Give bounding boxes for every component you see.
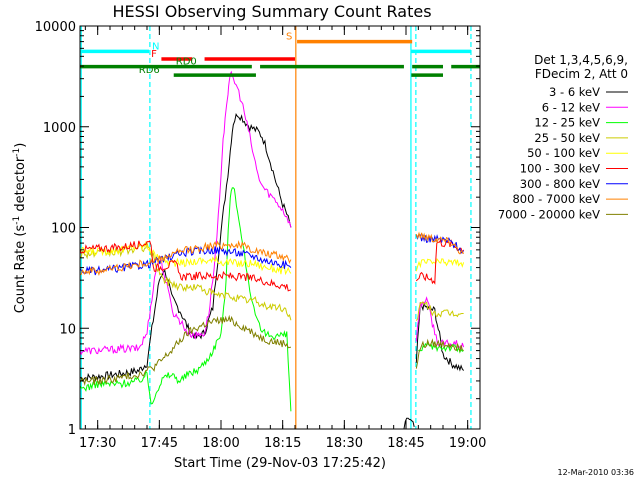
legend-label: 6 - 12 keV — [542, 100, 600, 114]
y-axis: 1 10 100 1000 10000 — [35, 20, 480, 438]
x-axis: 17:30 17:45 18:00 18:15 18:30 18:45 19:00 — [79, 26, 486, 451]
series-line — [80, 112, 292, 383]
legend-label: 100 - 300 keV — [520, 162, 600, 176]
x-tick-label: 17:45 — [141, 436, 178, 451]
series-line — [415, 301, 464, 321]
series-line — [415, 258, 465, 272]
x-tick-label: 18:30 — [326, 436, 363, 451]
flag-label: S — [286, 32, 292, 43]
legend-label: 3 - 6 keV — [549, 85, 600, 99]
y-tick-label: 1 — [68, 423, 76, 438]
flag-label: RD0 — [176, 57, 197, 68]
y-axis-label: Count Rate (s-1 detector-1) — [12, 143, 28, 314]
series-line — [415, 239, 465, 285]
y-tick-label: 1000 — [43, 121, 76, 136]
chart-title: HESSI Observing Summary Count Rates — [112, 2, 431, 21]
series-line — [80, 246, 292, 276]
x-tick-label: 19:00 — [449, 436, 486, 451]
y-tick-label: 10000 — [35, 20, 76, 35]
legend-label: 12 - 25 keV — [534, 116, 600, 130]
series-line — [80, 187, 292, 412]
x-axis-label: Start Time (29-Nov-03 17:25:42) — [174, 456, 386, 471]
legend-label: 25 - 50 keV — [534, 131, 600, 145]
flag-label: RD6 — [139, 65, 160, 76]
series-line — [415, 338, 464, 369]
legend-title-detectors: Det 1,3,4,5,6,9, — [534, 53, 628, 67]
flag-label: N — [152, 41, 159, 52]
plot-timestamp: 12-Mar-2010 03:36 — [558, 468, 635, 477]
flag-label: F — [151, 49, 157, 60]
series-line — [415, 231, 465, 255]
legend-label: 50 - 100 keV — [527, 146, 600, 160]
series-line — [418, 341, 464, 354]
series-line — [80, 240, 292, 292]
y-tick-label: 100 — [51, 222, 76, 237]
series-line — [80, 241, 292, 321]
legend-label: 7000 - 20000 keV — [498, 207, 600, 221]
x-tick-label: 18:00 — [202, 436, 239, 451]
series-line — [80, 240, 292, 276]
x-tick-label: 18:45 — [387, 436, 424, 451]
y-tick-label: 10 — [59, 322, 76, 337]
legend-label: 300 - 800 keV — [520, 177, 600, 191]
series-line — [403, 417, 415, 429]
series-line — [415, 302, 464, 372]
x-tick-label: 18:15 — [264, 436, 301, 451]
series-line — [80, 314, 292, 387]
series-line — [80, 70, 292, 356]
legend-title-decimation: FDecim 2, Att 0 — [535, 67, 628, 81]
legend-label: 800 - 7000 keV — [512, 192, 600, 206]
plot-area: N S F RD0 RD6 — [80, 26, 480, 429]
series-line — [80, 239, 292, 277]
x-tick-label: 17:30 — [79, 436, 116, 451]
